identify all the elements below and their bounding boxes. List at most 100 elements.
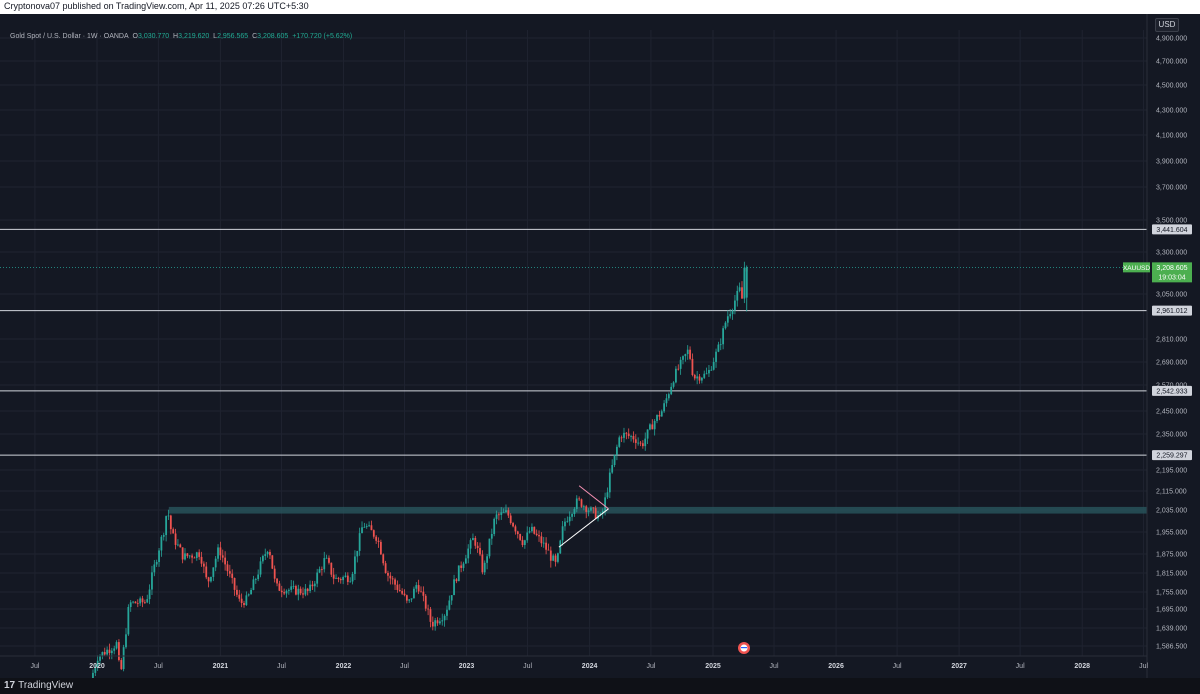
candle-body (542, 542, 545, 544)
candle-body (698, 376, 701, 381)
candle-body (143, 602, 146, 604)
candle-body (715, 351, 717, 362)
candle-body (573, 508, 576, 515)
price-tick-label: 2,115.000 (1156, 489, 1187, 496)
horizontal-lines[interactable] (0, 228, 1147, 456)
candle-body (273, 568, 276, 579)
candle-body (729, 314, 732, 317)
candle-body (644, 438, 647, 447)
candle-body (368, 525, 370, 527)
candle-body (498, 514, 500, 516)
candle-body (627, 433, 630, 437)
price-axis[interactable] (1147, 14, 1200, 678)
chart-area[interactable]: 4,900.000 4,700.000 4,500.000 4,300.000 4,10… (0, 14, 1200, 678)
triangle-pattern[interactable] (558, 485, 609, 548)
candle-body (198, 552, 201, 557)
candle-body (561, 526, 564, 541)
candle-body (493, 518, 496, 534)
candle-body (193, 557, 196, 559)
candle-body (151, 572, 153, 590)
candle-body (320, 569, 323, 570)
candle-body (731, 310, 734, 315)
candle-body (228, 571, 231, 574)
level-price-label: 2,961.012 (1156, 308, 1187, 315)
time-tick-label: 2026 (828, 663, 844, 670)
candle-body (205, 566, 208, 578)
candle-body (283, 592, 286, 594)
candle-body (148, 589, 151, 600)
candle-body (346, 575, 349, 582)
candle-body (226, 564, 229, 572)
candle-body (375, 536, 378, 541)
triangle-upper-line[interactable] (578, 485, 609, 510)
candle-body (351, 573, 354, 582)
legend-high: 3,219.620 (178, 33, 210, 40)
candle-body (424, 595, 427, 609)
candle-body (398, 589, 401, 592)
candle-body (264, 554, 267, 556)
candle-body (582, 506, 585, 508)
candle-body (564, 521, 566, 527)
candle-body (186, 553, 189, 557)
candle-body (656, 414, 658, 421)
time-tick-label: Jul (646, 663, 655, 670)
candle-body (146, 599, 149, 603)
price-tick-label: 4,300.000 (1156, 108, 1187, 115)
candle-body (620, 437, 623, 439)
candle-body (679, 359, 682, 369)
candle-body (488, 538, 491, 557)
candle-body (594, 508, 597, 519)
candle-body (549, 550, 552, 561)
price-tick-label: 1,815.000 (1156, 571, 1187, 578)
candle-body (476, 545, 479, 549)
candle-body (618, 437, 621, 447)
candle-body (566, 521, 569, 523)
chart-background (0, 14, 1200, 678)
level-price-label: 3,441.604 (1156, 227, 1187, 234)
candle-body (311, 584, 314, 587)
candle-body (212, 567, 215, 577)
candle-body (252, 579, 255, 590)
candle-body (302, 593, 304, 595)
candle-body (616, 446, 618, 455)
candle-body (309, 584, 311, 592)
candle-body (540, 536, 543, 544)
candle-body (691, 358, 694, 376)
candle-body (391, 578, 394, 580)
triangle-lower-line[interactable] (558, 508, 609, 548)
price-tick-label: 1,875.000 (1156, 552, 1187, 559)
candle-body (547, 549, 550, 551)
candle-body (495, 514, 498, 519)
time-tick-label: Jul (154, 663, 163, 670)
candle-body (238, 594, 241, 599)
price-tick-label: 3,500.000 (1156, 218, 1187, 225)
candle-body (559, 540, 562, 554)
candle-body (519, 534, 522, 540)
candle-body (592, 507, 595, 509)
price-tick-label: 2,810.000 (1156, 337, 1187, 344)
candle-body (646, 429, 649, 439)
candle-body (332, 574, 335, 579)
candle-body (200, 556, 203, 564)
candle-body (705, 373, 708, 375)
price-tick-label: 2,035.000 (1156, 508, 1187, 515)
candle-body (224, 557, 227, 565)
candle-body (285, 590, 288, 594)
support-zone-band (168, 506, 1147, 514)
candle-body (526, 532, 529, 541)
currency-button[interactable]: USD (1155, 18, 1179, 32)
candle-body (236, 589, 238, 595)
candle-body (313, 583, 316, 587)
candle-body (408, 599, 411, 601)
tradingview-logo[interactable]: 17 TradingView (4, 680, 73, 691)
candle-body (590, 507, 592, 511)
candle-body (653, 420, 656, 430)
price-chart[interactable]: 4,900.000 4,700.000 4,500.000 4,300.000 4,10… (0, 14, 1200, 678)
event-marker[interactable] (738, 642, 750, 654)
candle-body (443, 615, 446, 621)
candle-body (658, 414, 661, 417)
candle-body (337, 577, 340, 580)
candle-body (571, 514, 573, 517)
price-tick-label: 4,700.000 (1156, 59, 1187, 66)
legend-high-label: H (173, 33, 179, 40)
